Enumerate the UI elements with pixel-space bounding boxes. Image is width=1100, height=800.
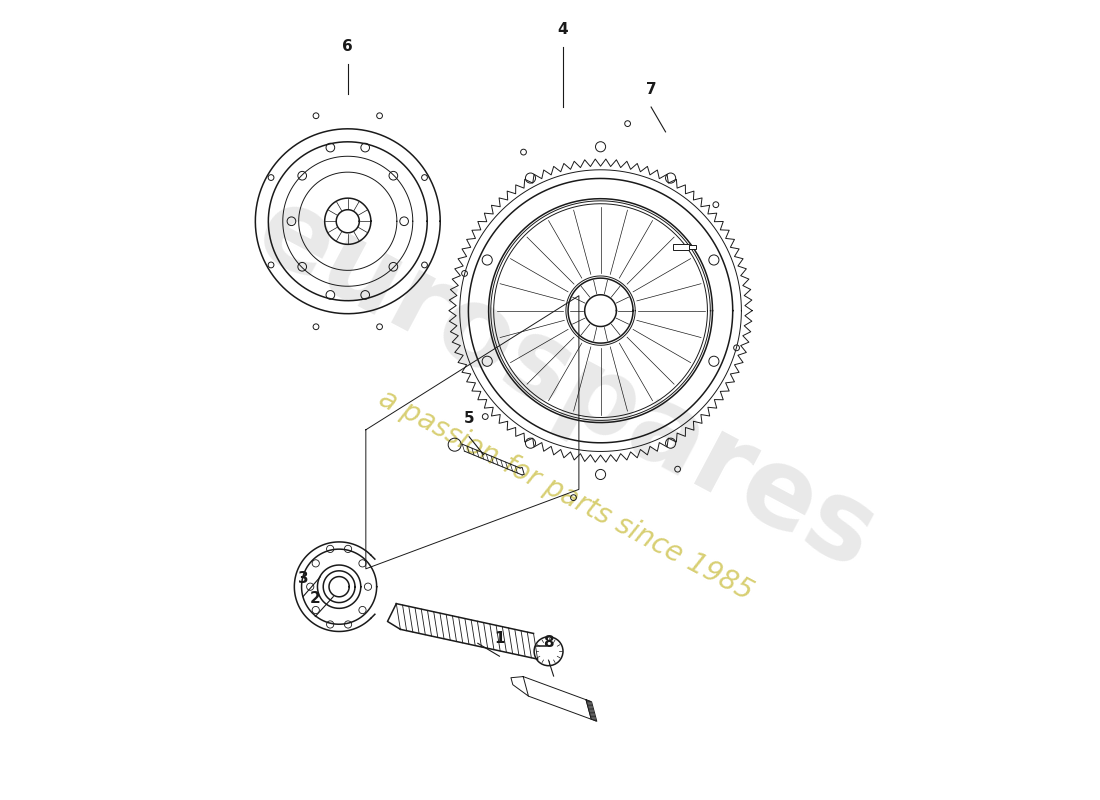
Text: 2: 2 [310, 591, 321, 606]
Text: 6: 6 [342, 39, 353, 54]
Text: a passion for parts since 1985: a passion for parts since 1985 [374, 385, 758, 606]
Bar [673, 243, 689, 250]
Text: 7: 7 [646, 82, 657, 97]
Text: 5: 5 [464, 411, 474, 426]
Polygon shape [510, 677, 528, 696]
Text: 8: 8 [543, 635, 554, 650]
Polygon shape [586, 700, 597, 722]
Text: 3: 3 [298, 571, 308, 586]
Bar [689, 245, 696, 249]
Text: 1: 1 [494, 631, 505, 646]
Text: eurospares: eurospares [239, 177, 893, 592]
Text: 4: 4 [558, 22, 569, 37]
